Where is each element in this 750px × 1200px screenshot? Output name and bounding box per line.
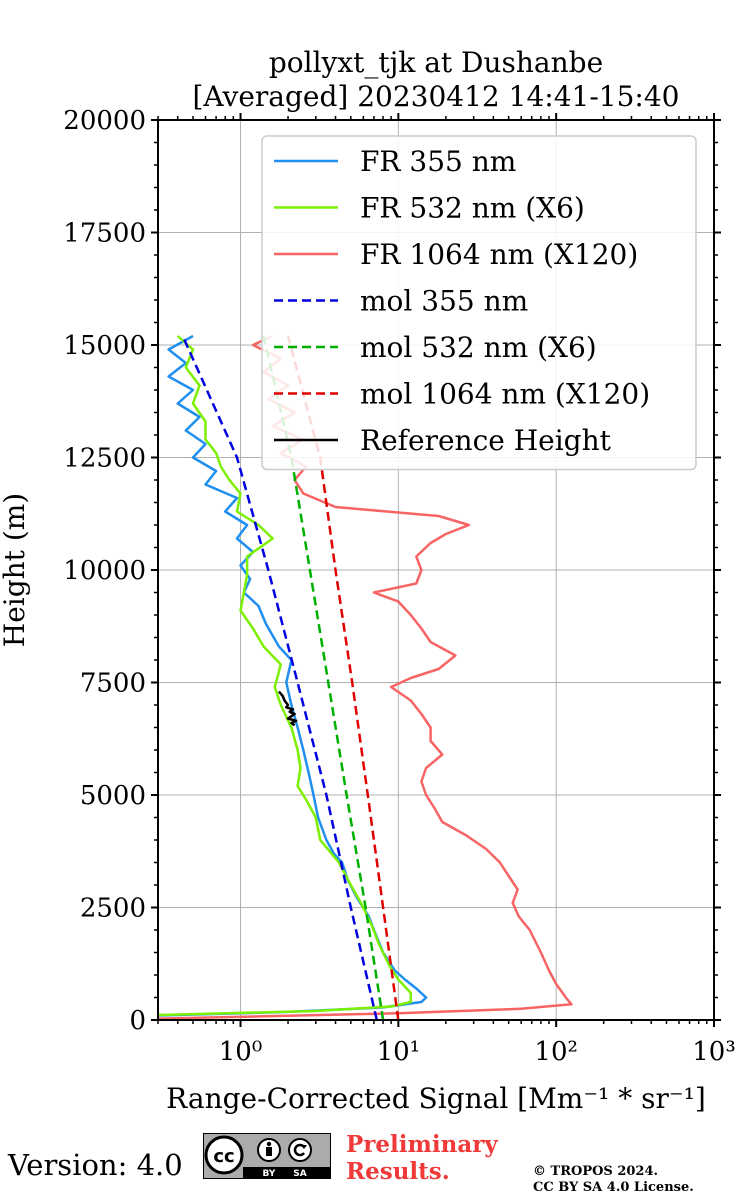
- preliminary-line2: Results.: [346, 1158, 450, 1185]
- y-axis-label: Height (m): [0, 493, 31, 647]
- preliminary-results-note: Preliminary Results.: [346, 1131, 498, 1185]
- y-tick-label: 5000: [80, 781, 146, 811]
- copyright-line1: © TROPOS 2024.: [533, 1164, 659, 1179]
- y-tick-label: 2500: [80, 894, 146, 924]
- chart-title-line1: pollyxt_tjk at Dushanbe: [269, 46, 603, 79]
- preliminary-line1: Preliminary: [346, 1131, 498, 1158]
- legend-entry: mol 355 nm: [360, 285, 528, 318]
- x-tick-label: 10¹: [377, 1037, 421, 1067]
- y-tick-label: 10000: [63, 556, 146, 586]
- version-label: Version: 4.0: [8, 1148, 183, 1182]
- cc-circle-icon: [204, 1135, 244, 1175]
- x-ticks: 10⁰ 10¹ 10² 10³: [219, 113, 736, 1067]
- badge-by: BY: [263, 1169, 276, 1179]
- legend-entry: FR 1064 nm (X120): [360, 238, 638, 271]
- cc-text: cc: [213, 1146, 234, 1167]
- y-ticks: 0 2500 5000 7500 10000 12500 15000 17500 20000: [63, 106, 721, 1036]
- x-tick-label: 10²: [534, 1037, 578, 1067]
- legend: FR 355 nm FR 532 nm (X6) FR 1064 nm (X120)…: [261, 135, 697, 471]
- y-tick-label: 20000: [63, 106, 146, 136]
- legend-entry: mol 1064 nm (X120): [360, 378, 650, 411]
- badge-sa: SA: [293, 1169, 306, 1179]
- x-tick-label: 10⁰: [219, 1037, 263, 1067]
- legend-entry: Reference Height: [360, 424, 612, 457]
- y-tick-label: 12500: [63, 444, 146, 474]
- x-tick-label: 10³: [692, 1037, 736, 1067]
- y-tick-label: 0: [129, 1006, 146, 1036]
- y-tick-label: 7500: [80, 669, 146, 699]
- series-line-reference-height: [277, 690, 298, 727]
- copyright-line2: CC BY SA 4.0 License.: [533, 1180, 694, 1195]
- series-line-mol-355-nm: [181, 335, 379, 1020]
- legend-entry: FR 355 nm: [360, 145, 516, 178]
- legend-box: [261, 135, 697, 471]
- series-line-fr-532-nm-x6: [158, 335, 413, 1017]
- legend-entry: FR 532 nm (X6): [360, 192, 585, 225]
- x-axis-label: Range-Corrected Signal [Mm⁻¹ * sr⁻¹]: [166, 1082, 706, 1115]
- legend-entry: mol 532 nm (X6): [360, 331, 597, 364]
- series-line-mol-532-nm-x6: [262, 335, 385, 1020]
- cc-by-sa-badge: cc BY SA: [203, 1133, 331, 1179]
- y-tick-label: 17500: [63, 219, 146, 249]
- share-alike-icon: [288, 1138, 312, 1162]
- y-tick-label: 15000: [63, 331, 146, 361]
- copyright-note: © TROPOS 2024. CC BY SA 4.0 License.: [533, 1164, 694, 1196]
- chart-title-line2: [Averaged] 20230412 14:41-15:40: [193, 80, 680, 113]
